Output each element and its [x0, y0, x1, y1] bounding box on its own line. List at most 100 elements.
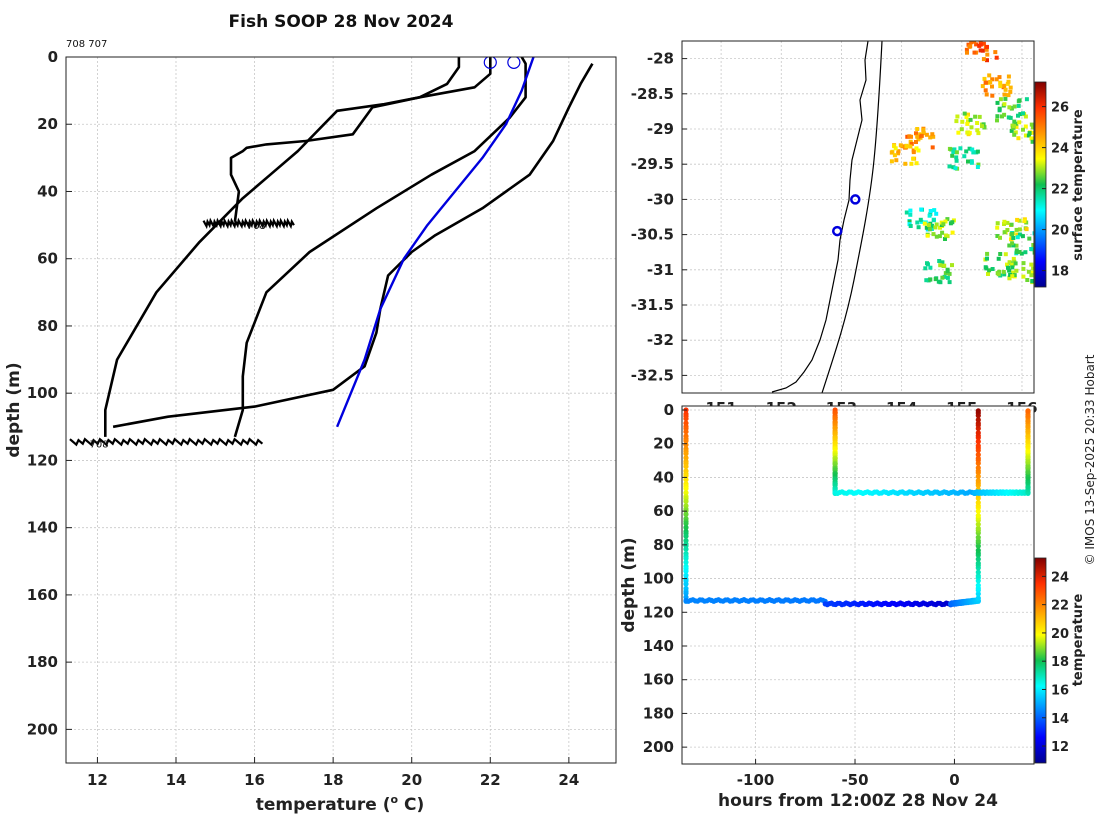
sst-pixel [1015, 235, 1020, 240]
sst-pixel [930, 145, 935, 150]
sst-pixel [968, 44, 973, 49]
sst-pixel [985, 44, 989, 49]
sst-pixel [1014, 227, 1019, 232]
profile-xtick-label: 18 [323, 771, 344, 789]
sst-pixel [984, 266, 989, 271]
sst-pixel [940, 275, 945, 280]
section-ytick-label: 200 [643, 738, 674, 756]
sst-pixel [975, 128, 980, 133]
profile-ylabel: depth (m) [4, 362, 24, 457]
sst-pixel [933, 225, 938, 230]
sst-pixel [937, 234, 942, 239]
sst-pixel [951, 165, 956, 170]
sst-pixel [1010, 265, 1015, 270]
sst-pixel [1029, 262, 1034, 267]
temp-cbar-tick-label: 24 [1051, 570, 1069, 585]
sst-pixel [997, 75, 1002, 80]
sst-pixel [969, 160, 974, 165]
section-point [975, 452, 981, 458]
sst-pixel [968, 117, 973, 122]
temp-cbar-tick-label: 12 [1051, 740, 1069, 755]
section-ytick-label: 160 [643, 671, 674, 689]
profile-ytick-label: 100 [27, 384, 58, 402]
sst-pixel [985, 58, 989, 63]
section-point [975, 595, 981, 601]
sst-pixel [985, 251, 990, 256]
sst-pixel [965, 50, 969, 55]
section-point [683, 455, 689, 461]
map-ytick-label: -30 [647, 190, 674, 208]
section-point [975, 560, 981, 566]
profile-data: 708 708 [69, 57, 594, 451]
sst-pixel [1013, 130, 1018, 135]
temp-cbar-tick-label: 14 [1051, 712, 1069, 727]
sst-pixel [1012, 119, 1017, 124]
map-data [771, 41, 1034, 393]
sst-pixel [919, 133, 924, 138]
sst-pixel [892, 153, 897, 158]
profile-ytick-label: 0 [48, 48, 58, 66]
sst-pixel [1014, 243, 1019, 248]
sst-pixel [898, 143, 903, 148]
section-point [975, 525, 981, 531]
sst-pixel [994, 55, 999, 60]
sst-pixel [972, 41, 977, 44]
sst-pixel [1006, 74, 1011, 79]
sst-pixel [958, 146, 963, 151]
sst-pixel [976, 162, 981, 167]
sst-pixel [1006, 115, 1011, 120]
section-ytick-label: 40 [653, 468, 674, 486]
profile-xtick-label: 20 [401, 771, 422, 789]
sst-pixel [995, 118, 999, 123]
time-depth-panel: -100 -50 0 0 20 40 60 80 100 120 140 160 180 200 hour… [619, 401, 1086, 811]
sst-pixel [995, 100, 1000, 105]
sst-pixel [926, 223, 931, 228]
sst-pixel [973, 114, 978, 119]
sst-pixel [927, 227, 932, 232]
sst-pixel [1012, 273, 1017, 278]
sst-pixel [966, 119, 970, 124]
sst-pixel [1024, 227, 1029, 232]
sst-pixel [903, 161, 908, 166]
sst-pixel [1030, 279, 1034, 283]
sst-pixel [938, 263, 943, 268]
section-plot-area [682, 406, 1034, 764]
section-point [975, 408, 981, 414]
map-ytick-label: -29.5 [631, 155, 674, 173]
sst-pixel [967, 146, 972, 151]
sst-pixel [922, 221, 927, 226]
sst-pixel [932, 208, 937, 213]
sst-pixel [1017, 120, 1022, 125]
sst-pixel [1020, 234, 1025, 239]
sst-pixel [960, 119, 965, 124]
sst-pixel [980, 48, 985, 53]
sst-pixel [919, 207, 924, 212]
section-point [683, 451, 689, 457]
sst-pixel [987, 268, 992, 273]
sst-pixel [934, 222, 939, 227]
sst-pixel [970, 147, 975, 152]
sst-pixel [1007, 243, 1012, 248]
sst-pixel [978, 48, 983, 53]
sst-pixel [995, 221, 1000, 226]
sst-pixel [994, 77, 999, 82]
sst-pixel [1003, 87, 1008, 92]
sst-pixel [1005, 81, 1010, 86]
sst-pixel [919, 219, 924, 224]
sst-pixel [1015, 232, 1020, 237]
sst-pixel [984, 80, 989, 85]
sst-pixel [988, 80, 993, 84]
sst-pixel [908, 224, 913, 228]
sst-pixel [930, 132, 935, 137]
profile-grid [66, 56, 616, 763]
temp-cbar-tick-label: 22 [1051, 599, 1069, 614]
sst-pixel [1022, 219, 1027, 224]
sst-pixel [942, 274, 947, 279]
section-axes-box [681, 405, 1035, 765]
sst-pixel [1014, 124, 1019, 129]
sst-pixel [997, 108, 1002, 113]
sst-pixel [950, 153, 955, 158]
section-point [683, 498, 689, 504]
sst-cbar-tick-label: 18 [1051, 265, 1069, 280]
